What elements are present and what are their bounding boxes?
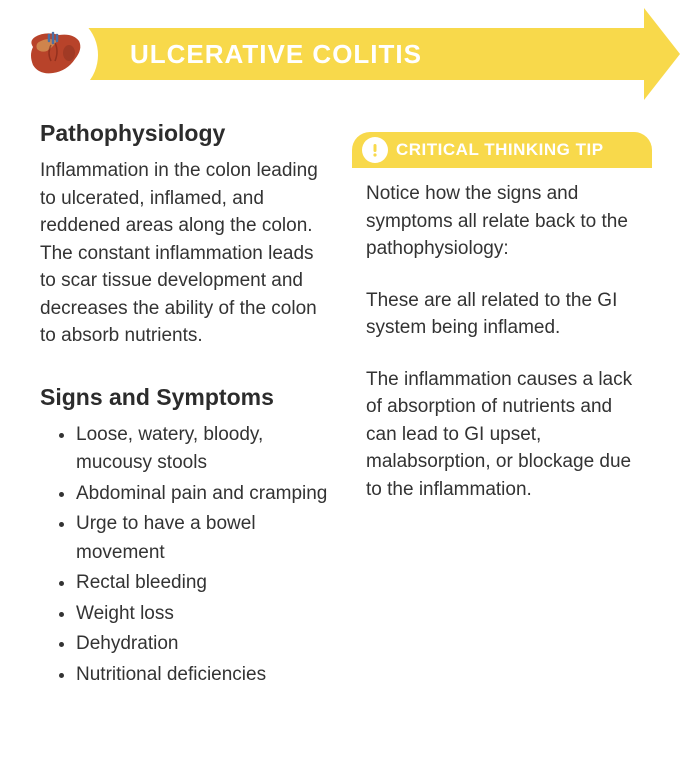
header: ULCERATIVE COLITIS: [0, 0, 680, 90]
list-item: Rectal bleeding: [76, 569, 330, 598]
tip-body: Notice how the signs and symptoms all re…: [352, 180, 652, 503]
page-title: ULCERATIVE COLITIS: [130, 39, 422, 70]
tip-paragraph: The inflammation causes a lack of absorp…: [366, 366, 644, 504]
list-item: Nutritional deficiencies: [76, 661, 330, 690]
organ-icon-circle: [14, 14, 96, 96]
list-item: Dehydration: [76, 630, 330, 659]
signs-symptoms-heading: Signs and Symptoms: [40, 384, 330, 411]
content-area: Pathophysiology Inflammation in the colo…: [0, 90, 680, 691]
list-item: Weight loss: [76, 600, 330, 629]
title-arrow-banner: ULCERATIVE COLITIS: [80, 28, 680, 80]
tip-title: CRITICAL THINKING TIP: [396, 140, 604, 160]
tip-paragraph: These are all related to the GI system b…: [366, 287, 644, 342]
left-column: Pathophysiology Inflammation in the colo…: [40, 120, 330, 691]
pathophysiology-text: Inflammation in the colon leading to ulc…: [40, 157, 330, 350]
list-item: Loose, watery, bloody, mucousy stools: [76, 421, 330, 478]
right-column: CRITICAL THINKING TIP Notice how the sig…: [352, 120, 652, 691]
signs-symptoms-list: Loose, watery, bloody, mucousy stools Ab…: [40, 421, 330, 690]
list-item: Abdominal pain and cramping: [76, 480, 330, 509]
tip-paragraph: Notice how the signs and symptoms all re…: [366, 180, 644, 263]
tip-banner: CRITICAL THINKING TIP: [352, 132, 652, 168]
exclamation-icon: [362, 137, 388, 163]
liver-organ-icon: [25, 29, 85, 81]
list-item: Urge to have a bowel movement: [76, 510, 330, 567]
pathophysiology-heading: Pathophysiology: [40, 120, 330, 147]
